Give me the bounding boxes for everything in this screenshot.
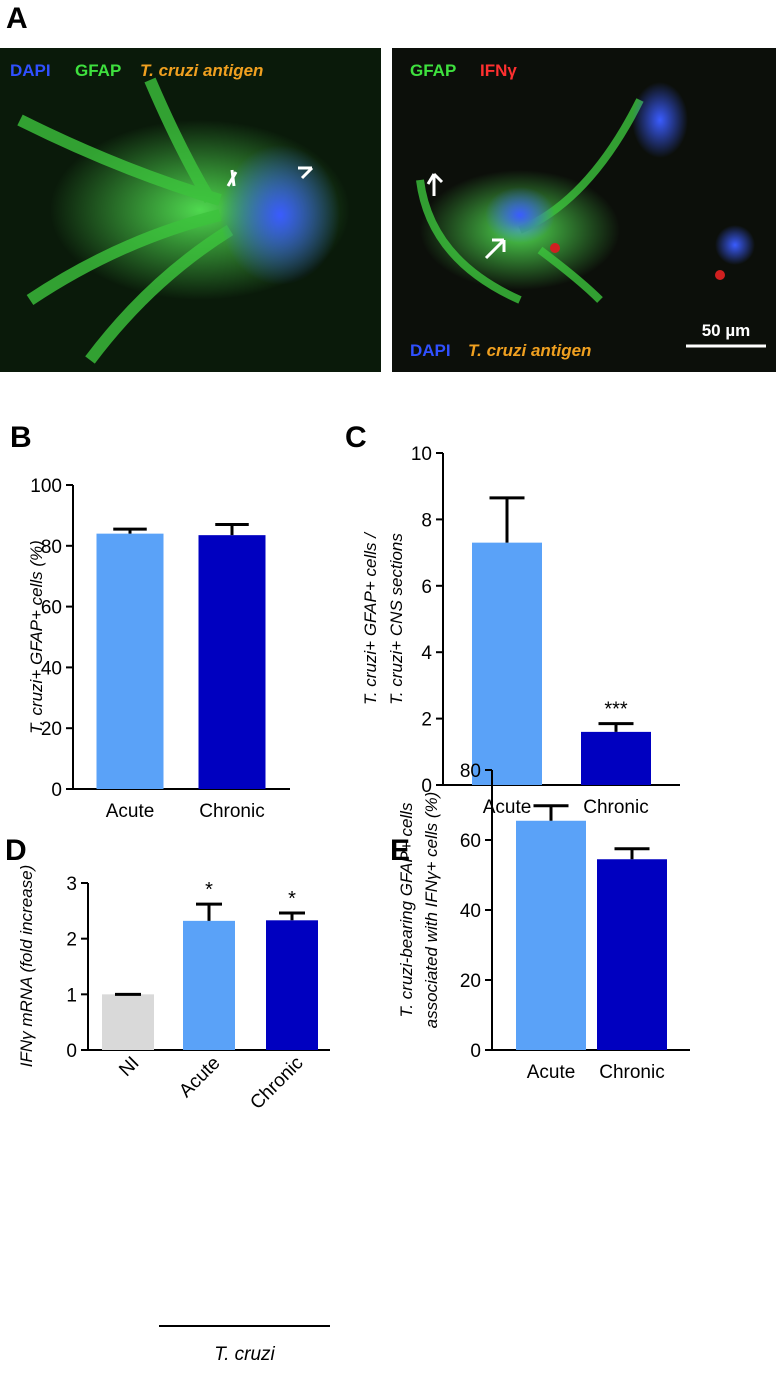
bar — [472, 542, 542, 785]
y-tick-label: 0 — [421, 776, 432, 797]
y-tick-label: 8 — [421, 510, 432, 531]
stain-label: T. cruzi antigen — [140, 61, 263, 80]
y-tick-label: 100 — [30, 476, 62, 497]
panel-label: D — [5, 834, 27, 867]
y-tick-label: 60 — [41, 598, 62, 619]
panel-label: C — [345, 421, 367, 454]
y-tick-label: 80 — [41, 537, 62, 558]
x-tick-label: Acute — [483, 797, 532, 818]
bar — [183, 920, 235, 1050]
y-axis-label: T. cruzi+ GFAP+ cells / — [361, 531, 380, 705]
bar — [96, 533, 164, 789]
bar — [581, 731, 651, 785]
x-tick-label: Acute — [175, 1053, 224, 1102]
error-bar — [215, 523, 249, 536]
stain-label: IFNγ — [480, 61, 517, 80]
y-axis-label: associated with IFNγ+ cells (%) — [422, 792, 441, 1029]
y-tick-label: 0 — [51, 780, 62, 801]
x-tick-label: Acute — [106, 801, 155, 822]
error-bar — [196, 902, 222, 921]
micrograph-right — [392, 48, 776, 372]
error-bar — [614, 847, 650, 860]
error-bar — [598, 722, 634, 732]
panel-label: B — [10, 421, 32, 454]
x-tick-label: Acute — [527, 1062, 576, 1083]
bar — [266, 920, 318, 1050]
stain-label: T. cruzi antigen — [468, 341, 591, 360]
y-tick-label: 20 — [41, 719, 62, 740]
stain-label: DAPI — [10, 61, 51, 80]
panel-label: A — [6, 2, 28, 35]
y-axis-label: IFNγ mRNA (fold increase) — [17, 865, 36, 1067]
y-tick-label: 80 — [460, 761, 481, 782]
y-tick-label: 3 — [66, 874, 77, 895]
y-tick-label: 10 — [411, 444, 432, 465]
y-tick-label: 6 — [421, 577, 432, 598]
bar — [597, 859, 667, 1050]
x-tick-label: NI — [115, 1053, 143, 1081]
error-bar — [533, 804, 569, 821]
micrograph-left — [0, 48, 381, 372]
significance: * — [205, 879, 213, 901]
x-tick-label: Chronic — [583, 797, 648, 818]
y-tick-label: 20 — [460, 971, 481, 992]
bar — [102, 994, 154, 1050]
x-tick-label: Chronic — [246, 1053, 307, 1114]
y-tick-label: 0 — [66, 1041, 77, 1062]
group-label: T. cruzi — [214, 1344, 275, 1365]
significance: *** — [604, 699, 628, 721]
error-bar — [489, 496, 525, 543]
y-axis-label: T. cruzi-bearing GFAP+ cells — [397, 802, 416, 1017]
error-bar — [113, 527, 147, 534]
x-tick-label: Chronic — [599, 1062, 664, 1083]
panel-label: E — [390, 834, 410, 867]
y-tick-label: 40 — [41, 658, 62, 679]
error-bar — [279, 911, 305, 921]
y-tick-label: 4 — [421, 643, 432, 664]
micrograph-left-labels: DAPI GFAP T. cruzi antigen — [10, 61, 263, 80]
bar — [198, 535, 266, 789]
bar — [516, 820, 586, 1050]
x-tick-label: Chronic — [199, 801, 264, 822]
y-axis-label: T. cruzi+ CNS sections — [387, 533, 406, 705]
stain-label: GFAP — [75, 61, 121, 80]
y-tick-label: 2 — [421, 710, 432, 731]
y-tick-label: 60 — [460, 831, 481, 852]
y-tick-label: 0 — [470, 1041, 481, 1062]
micrograph-right-labels: GFAP IFNγ DAPI T. cruzi antigen 50 µm — [410, 61, 750, 360]
y-axis-label: T. cruzi+ GFAP+ cells (%) — [27, 540, 46, 734]
y-tick-label: 1 — [66, 985, 77, 1006]
stain-label: DAPI — [410, 341, 451, 360]
y-tick-label: 40 — [460, 901, 481, 922]
y-tick-label: 2 — [66, 930, 77, 951]
significance: * — [288, 888, 296, 910]
stain-label: GFAP — [410, 61, 456, 80]
scale-bar-label: 50 µm — [702, 321, 751, 340]
